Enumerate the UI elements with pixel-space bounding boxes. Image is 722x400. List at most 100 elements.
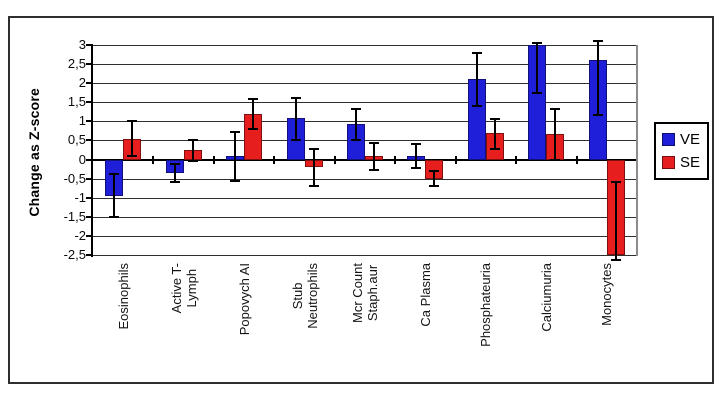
gridline	[93, 140, 637, 142]
gridline	[93, 235, 637, 237]
gridline	[93, 45, 637, 46]
error-bar	[614, 182, 617, 260]
error-bar-cap	[187, 159, 198, 162]
x-category-label-text: Mcr Count Staph.aur	[350, 263, 380, 323]
legend: VE SE	[654, 122, 709, 180]
x-category-label: Active T- Lymph	[169, 263, 219, 313]
error-bar-cap	[109, 173, 120, 176]
error-bar-cap	[248, 98, 259, 101]
x-category-label: Calciumuria	[539, 263, 608, 332]
gridline	[93, 121, 637, 123]
error-bar-cap	[411, 142, 422, 145]
error-bar-cap	[230, 131, 241, 134]
x-axis-tick	[333, 155, 336, 164]
x-category-label-text: Eosinophils	[115, 263, 131, 330]
error-bar-cap	[592, 114, 603, 117]
y-axis-line	[91, 44, 93, 257]
legend-label-se: SE	[680, 154, 701, 172]
error-bar-cap	[127, 120, 138, 123]
gridline	[93, 178, 637, 180]
x-category-label: Mcr Count Staph.aur	[350, 263, 410, 323]
error-bar	[373, 142, 375, 171]
error-bar	[191, 140, 194, 161]
error-bar	[131, 121, 134, 156]
y-tick-label: -2	[74, 227, 86, 243]
y-tick-label: 2,5	[67, 56, 86, 72]
x-category-label-text: Ca Plasma	[417, 263, 433, 327]
error-bar	[493, 119, 496, 149]
error-bar-cap	[592, 40, 603, 43]
error-bar	[113, 174, 116, 217]
y-tick-label: -2,5	[63, 247, 86, 262]
error-bar-cap	[369, 169, 379, 172]
error-bar-cap	[351, 107, 361, 110]
gridline	[93, 197, 637, 199]
y-axis-tick	[86, 196, 92, 199]
error-bar-cap	[290, 138, 301, 141]
error-bar-cap	[429, 170, 440, 172]
y-tick-label: 0,5	[67, 132, 86, 148]
legend-item-ve: VE	[662, 131, 707, 148]
y-axis-tick	[86, 177, 92, 180]
error-bar	[234, 132, 237, 181]
error-bar	[173, 164, 176, 183]
x-category-label-text: Calciumuria	[538, 263, 554, 332]
y-axis-tick	[86, 215, 92, 218]
error-bar-cap	[290, 97, 301, 100]
y-tick-label: -1	[74, 189, 86, 205]
y-axis-tick	[86, 158, 92, 161]
x-category-label: Monocytes	[599, 263, 662, 326]
legend-item-se: SE	[662, 154, 707, 171]
x-axis-tick	[152, 155, 155, 164]
y-tick-label: 2	[78, 75, 86, 91]
error-bar-cap	[610, 258, 621, 261]
x-category-label: Ca Plasma	[418, 263, 482, 327]
error-bar-cap	[489, 147, 500, 150]
error-bar-cap	[169, 181, 180, 184]
y-axis-tick	[86, 101, 92, 104]
error-bar-cap	[308, 184, 319, 187]
error-bar-cap	[248, 128, 259, 130]
error-bar	[312, 148, 315, 186]
error-bar-cap	[369, 141, 379, 144]
error-bar	[596, 41, 599, 116]
y-axis-tick	[86, 44, 92, 46]
error-bar-cap	[471, 105, 482, 108]
y-axis-title-anchor: Change as Z-score	[26, 88, 155, 217]
error-bar-cap	[550, 108, 561, 111]
y-tick-label: 0	[78, 151, 86, 167]
error-bar-cap	[127, 154, 138, 157]
y-axis-tick	[86, 234, 92, 237]
legend-label-ve: VE	[680, 130, 701, 148]
error-bar	[294, 98, 297, 140]
y-axis-tick	[86, 120, 92, 123]
plot-right-border	[636, 45, 638, 256]
error-bar	[554, 109, 557, 160]
x-category-label-text: Phosphateuria	[478, 263, 494, 347]
y-tick-label: 1,5	[67, 94, 86, 110]
x-category-label: Stub Neutrophils	[290, 263, 356, 329]
x-category-label-text: Active T- Lymph	[168, 263, 199, 314]
error-bar-cap	[308, 147, 319, 150]
gridline	[93, 255, 637, 256]
y-tick-label: 3	[78, 37, 86, 52]
x-axis-line	[93, 158, 637, 161]
x-axis-tick	[212, 155, 215, 164]
y-tick-label: -1,5	[63, 208, 86, 224]
x-axis-tick	[515, 155, 518, 164]
error-bar-cap	[550, 158, 561, 161]
legend-marker-se-icon	[662, 156, 675, 170]
y-axis-tick	[86, 63, 92, 66]
error-bar-cap	[532, 42, 543, 45]
error-bar-cap	[351, 139, 361, 142]
error-bar	[433, 171, 436, 187]
y-tick-label: 1	[78, 113, 86, 129]
x-category-label-text: Monocytes	[599, 263, 615, 326]
error-bar-cap	[471, 51, 482, 54]
error-bar-cap	[169, 163, 180, 166]
error-bar-cap	[610, 181, 621, 184]
error-bar	[355, 108, 357, 141]
y-axis-tick	[86, 139, 92, 142]
gridline	[93, 83, 637, 85]
